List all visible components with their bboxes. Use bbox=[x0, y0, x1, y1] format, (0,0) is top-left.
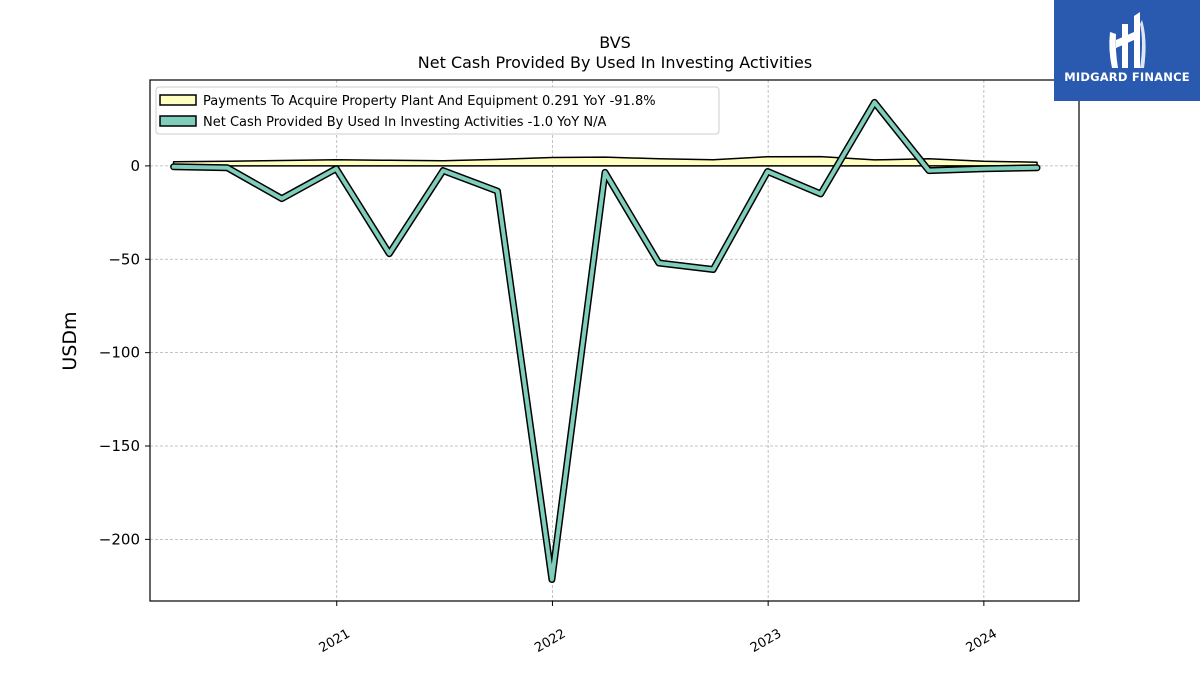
legend-swatch-investing bbox=[159, 115, 197, 127]
x-tick-label: 2021 bbox=[317, 626, 353, 656]
investing-point bbox=[604, 172, 605, 173]
x-tick-label: 2024 bbox=[964, 626, 1000, 656]
legend-box bbox=[155, 86, 720, 135]
series-ppe-area bbox=[172, 155, 1038, 167]
ppe-point bbox=[983, 161, 984, 162]
y-axis: 0 −50 −100 −150 −200 bbox=[99, 157, 150, 548]
chart-title: BVS bbox=[599, 33, 631, 52]
ppe-point bbox=[713, 159, 714, 160]
investing-point bbox=[983, 168, 984, 169]
investing-point bbox=[389, 253, 390, 254]
investing-point bbox=[928, 170, 929, 171]
x-tick-label: 2022 bbox=[532, 626, 568, 656]
y-tick-label: −50 bbox=[108, 250, 140, 268]
investing-point bbox=[443, 170, 444, 171]
x-axis: 2021 2022 2023 2024 bbox=[317, 601, 1000, 656]
legend-label-ppe: Payments To Acquire Property Plant And E… bbox=[203, 94, 656, 109]
investing-point bbox=[820, 193, 821, 194]
y-tick-label: 0 bbox=[130, 157, 140, 175]
y-axis-label: USDm bbox=[59, 311, 81, 370]
ppe-point bbox=[1036, 162, 1037, 163]
ppe-point bbox=[658, 158, 659, 159]
series-layer bbox=[170, 98, 1041, 583]
ppe-point bbox=[874, 159, 875, 160]
legend-label-investing: Net Cash Provided By Used In Investing A… bbox=[203, 115, 606, 130]
midgard-logo-icon bbox=[1109, 12, 1146, 68]
brand-name: MIDGARD FINANCE bbox=[1064, 70, 1190, 84]
ppe-point bbox=[173, 161, 174, 162]
investing-point bbox=[281, 198, 282, 199]
investing-point bbox=[874, 102, 875, 103]
y-tick-label: −100 bbox=[99, 344, 140, 362]
investing-point bbox=[227, 167, 228, 168]
investing-point bbox=[767, 171, 768, 172]
investing-point bbox=[658, 262, 659, 263]
investing-point bbox=[551, 579, 552, 580]
investing-point bbox=[173, 166, 174, 167]
ppe-point bbox=[497, 159, 498, 160]
legend-swatch-ppe bbox=[159, 94, 197, 106]
ppe-point bbox=[443, 160, 444, 161]
ppe-point bbox=[767, 156, 768, 157]
chart-subtitle: Net Cash Provided By Used In Investing A… bbox=[418, 53, 812, 72]
y-tick-label: −150 bbox=[99, 437, 140, 455]
legend: Payments To Acquire Property Plant And E… bbox=[155, 86, 720, 135]
y-tick-label: −200 bbox=[99, 530, 140, 548]
investing-point bbox=[1036, 167, 1037, 168]
plot-frame bbox=[149, 79, 1080, 602]
ppe-point bbox=[389, 160, 390, 161]
ppe-point bbox=[604, 157, 605, 158]
ppe-point bbox=[281, 160, 282, 161]
ppe-point bbox=[227, 161, 228, 162]
x-tick-label: 2023 bbox=[748, 626, 784, 656]
series-investing-line bbox=[171, 100, 1039, 582]
ppe-point bbox=[928, 158, 929, 159]
ppe-point bbox=[551, 157, 552, 158]
brand-logo: MIDGARD FINANCE bbox=[1054, 0, 1200, 101]
investing-point bbox=[497, 191, 498, 192]
ppe-point bbox=[820, 156, 821, 157]
investing-point bbox=[336, 168, 337, 169]
ppe-point bbox=[336, 159, 337, 160]
investing-point bbox=[713, 269, 714, 270]
